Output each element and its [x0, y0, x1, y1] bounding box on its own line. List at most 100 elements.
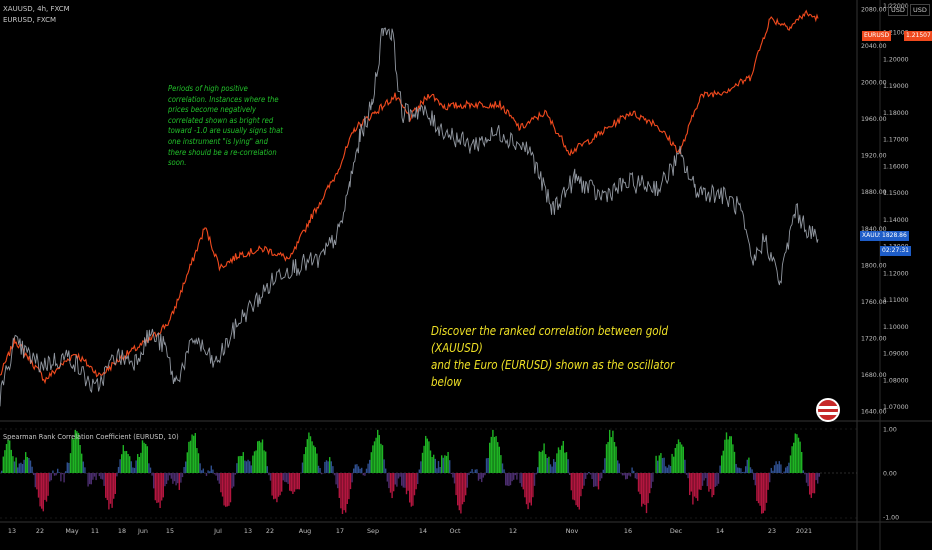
osc-bar	[618, 463, 620, 473]
osc-bar	[327, 461, 329, 473]
osc-bar	[596, 473, 598, 487]
osc-bar	[1, 470, 3, 473]
osc-bar	[514, 473, 516, 476]
osc-bar	[385, 468, 387, 473]
osc-bar	[41, 473, 43, 509]
osc-bar	[425, 435, 427, 473]
time-tick: Nov	[566, 527, 579, 535]
osc-bar	[127, 453, 129, 473]
osc-bar	[663, 457, 665, 473]
osc-bar	[613, 441, 616, 473]
osc-bar	[353, 468, 355, 473]
osc-bar	[157, 473, 160, 503]
osc-bar	[735, 463, 737, 473]
osc-bar	[95, 473, 97, 481]
osc-bar	[378, 435, 380, 473]
osc-bar	[639, 473, 641, 495]
osc-bar	[665, 466, 667, 473]
osc-bar	[249, 461, 251, 473]
osc-bar	[729, 436, 731, 473]
osc-bar	[492, 429, 494, 473]
osc-bar	[772, 470, 774, 473]
osc-bar	[436, 468, 438, 473]
osc-bar	[226, 473, 228, 507]
osc-bar	[684, 459, 686, 473]
osc-bar	[276, 473, 278, 503]
osc-bar	[652, 473, 654, 482]
logo-badge-icon[interactable]	[816, 398, 840, 422]
osc-bar	[777, 464, 779, 473]
osc-bar	[151, 473, 153, 476]
osc-bar	[575, 473, 577, 506]
osc-bar	[105, 473, 107, 498]
osc-bar	[311, 441, 313, 473]
osc-bar	[145, 443, 147, 473]
price-tick-gold: 1920.00	[861, 153, 887, 160]
osc-bar	[89, 473, 91, 485]
price-tick-euro: 1.12000	[883, 270, 909, 277]
time-tick: Jun	[137, 527, 148, 535]
eurusd-series-line	[0, 9, 819, 385]
osc-bar	[81, 453, 83, 473]
osc-bar	[485, 458, 488, 473]
osc-bar	[55, 473, 57, 476]
osc-bar	[164, 473, 166, 487]
osc-bar	[205, 473, 208, 476]
osc-bar	[607, 441, 609, 473]
osc-bar	[217, 473, 219, 481]
osc-bar	[793, 442, 795, 473]
osc-bar	[20, 462, 22, 473]
osc-bar	[74, 429, 76, 473]
left-scale-currency[interactable]: USD	[888, 4, 908, 16]
osc-bar	[428, 441, 430, 473]
osc-bar	[66, 462, 68, 473]
osc-bar	[258, 440, 260, 473]
osc-bar	[324, 461, 326, 473]
price-tick-euro: 1.17000	[883, 137, 909, 144]
osc-bar	[721, 455, 723, 473]
time-tick: 2021	[796, 527, 812, 535]
osc-bar	[457, 473, 459, 506]
osc-bar	[156, 473, 158, 503]
osc-bar	[433, 454, 435, 473]
osc-bar	[727, 439, 729, 473]
osc-bar	[581, 473, 584, 489]
osc-bar	[439, 467, 441, 473]
osc-bar	[330, 461, 332, 473]
osc-bar	[223, 473, 225, 506]
osc-bar	[47, 473, 49, 496]
xauusd-price-tag: 1828.86	[880, 231, 909, 241]
osc-bar	[769, 473, 771, 483]
osc-bar	[114, 473, 116, 494]
osc-bar	[170, 473, 172, 479]
osc-bar	[175, 473, 177, 486]
osc-bar	[143, 442, 145, 473]
osc-bar	[490, 436, 492, 473]
osc-tick: -1.00	[883, 515, 899, 522]
xauusd-series-line	[0, 27, 819, 407]
osc-bar	[633, 470, 635, 473]
osc-bar	[629, 473, 632, 477]
osc-bar	[505, 473, 507, 486]
osc-bar	[460, 473, 462, 514]
osc-bar	[282, 473, 284, 481]
price-tick-euro: 1.22000	[883, 3, 909, 10]
price-tick-gold: 2000.00	[861, 80, 887, 87]
osc-bar	[610, 437, 612, 473]
osc-bar	[591, 473, 593, 480]
osc-bar	[108, 473, 110, 510]
osc-bar	[261, 439, 264, 473]
osc-bar	[202, 468, 204, 473]
osc-bar	[410, 473, 412, 507]
osc-bar	[348, 473, 350, 500]
osc-bar	[500, 455, 502, 473]
right-scale-currency[interactable]: USD	[910, 4, 930, 16]
osc-bar	[409, 473, 411, 503]
osc-bar	[559, 449, 561, 473]
osc-bar	[441, 455, 443, 473]
time-tick: May	[65, 527, 78, 535]
osc-bar	[698, 473, 700, 490]
osc-bar	[481, 473, 483, 483]
osc-bar	[33, 473, 35, 476]
